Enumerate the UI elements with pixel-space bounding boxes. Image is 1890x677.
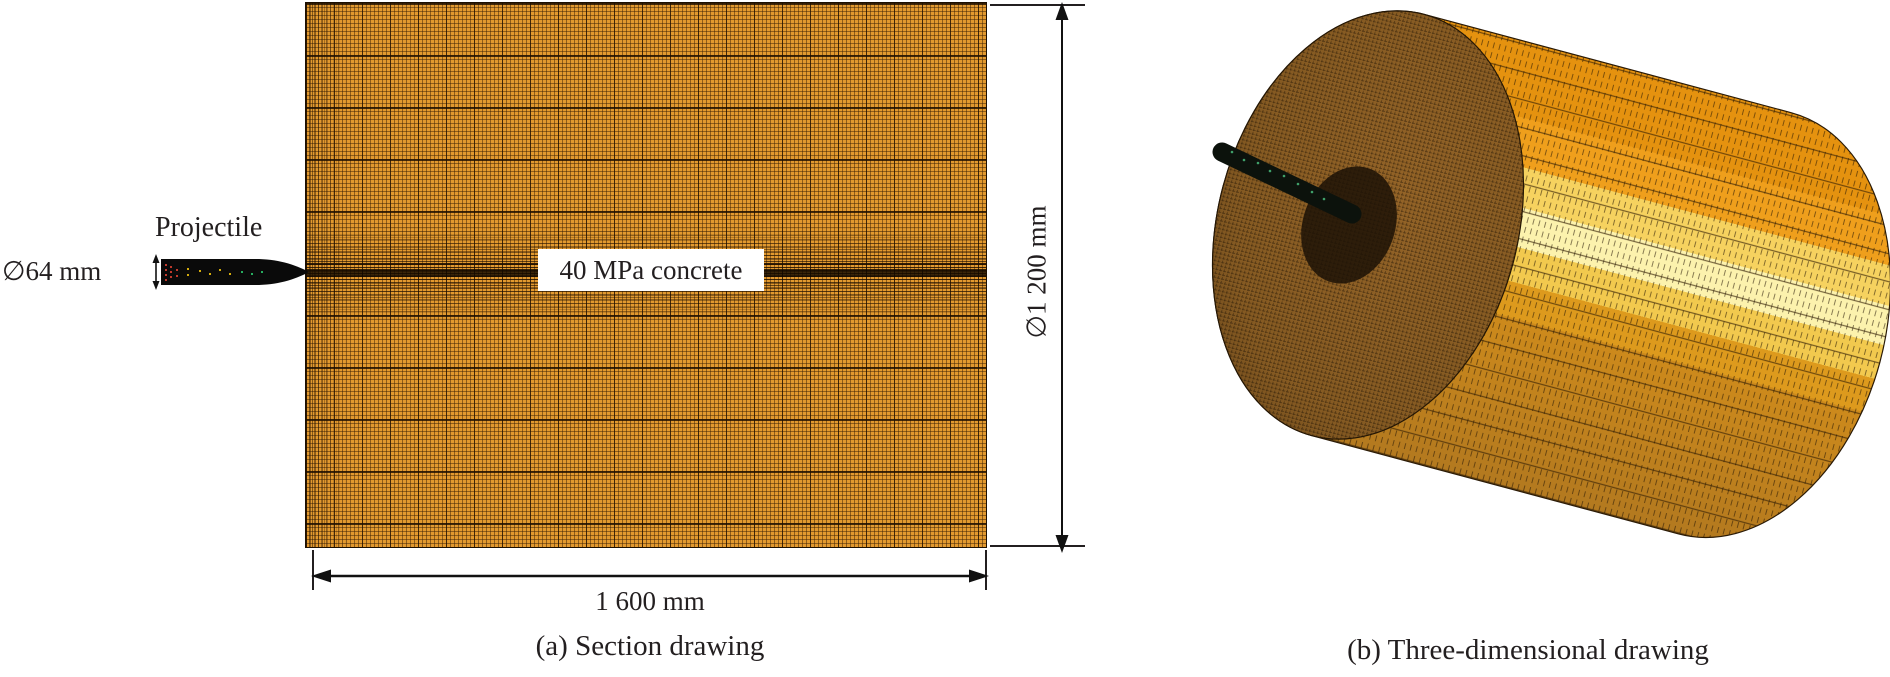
projectile-body xyxy=(161,259,309,285)
projectile-3d xyxy=(1212,142,1362,224)
target-diameter-label: ∅1 200 mm xyxy=(1021,205,1052,339)
cylinder-front-face-outline xyxy=(1211,10,1525,440)
extension-line-top-right xyxy=(990,4,1085,6)
target-length-label: 1 600 mm xyxy=(595,586,705,616)
caption-section-drawing: (a) Section drawing xyxy=(535,630,765,662)
diameter64-arrow-icon xyxy=(152,254,160,290)
projectile-diameter-label: ∅64 mm xyxy=(2,256,102,286)
extension-line-bottom-left-v xyxy=(312,550,314,590)
projectile-mesh-nodes xyxy=(165,264,263,281)
projectile-label: Projectile xyxy=(155,212,263,243)
caption-three-dimensional-drawing: (b) Three-dimensional drawing xyxy=(1347,634,1709,666)
projectile-3d-mesh-speckles xyxy=(1230,150,1326,201)
mesh-refined-impact-face xyxy=(306,3,348,547)
extension-line-bottom-right-v xyxy=(985,550,987,590)
length1600-dimension-arrow-icon xyxy=(311,569,989,583)
projectile-drawing xyxy=(152,254,309,290)
concrete-strength-label: 40 MPa concrete xyxy=(538,249,764,291)
diameter1200-dimension-arrow-icon xyxy=(1055,2,1069,553)
cylinder-3d-drawing xyxy=(1211,10,1890,539)
extension-line-bottom-right-h xyxy=(990,545,1085,547)
